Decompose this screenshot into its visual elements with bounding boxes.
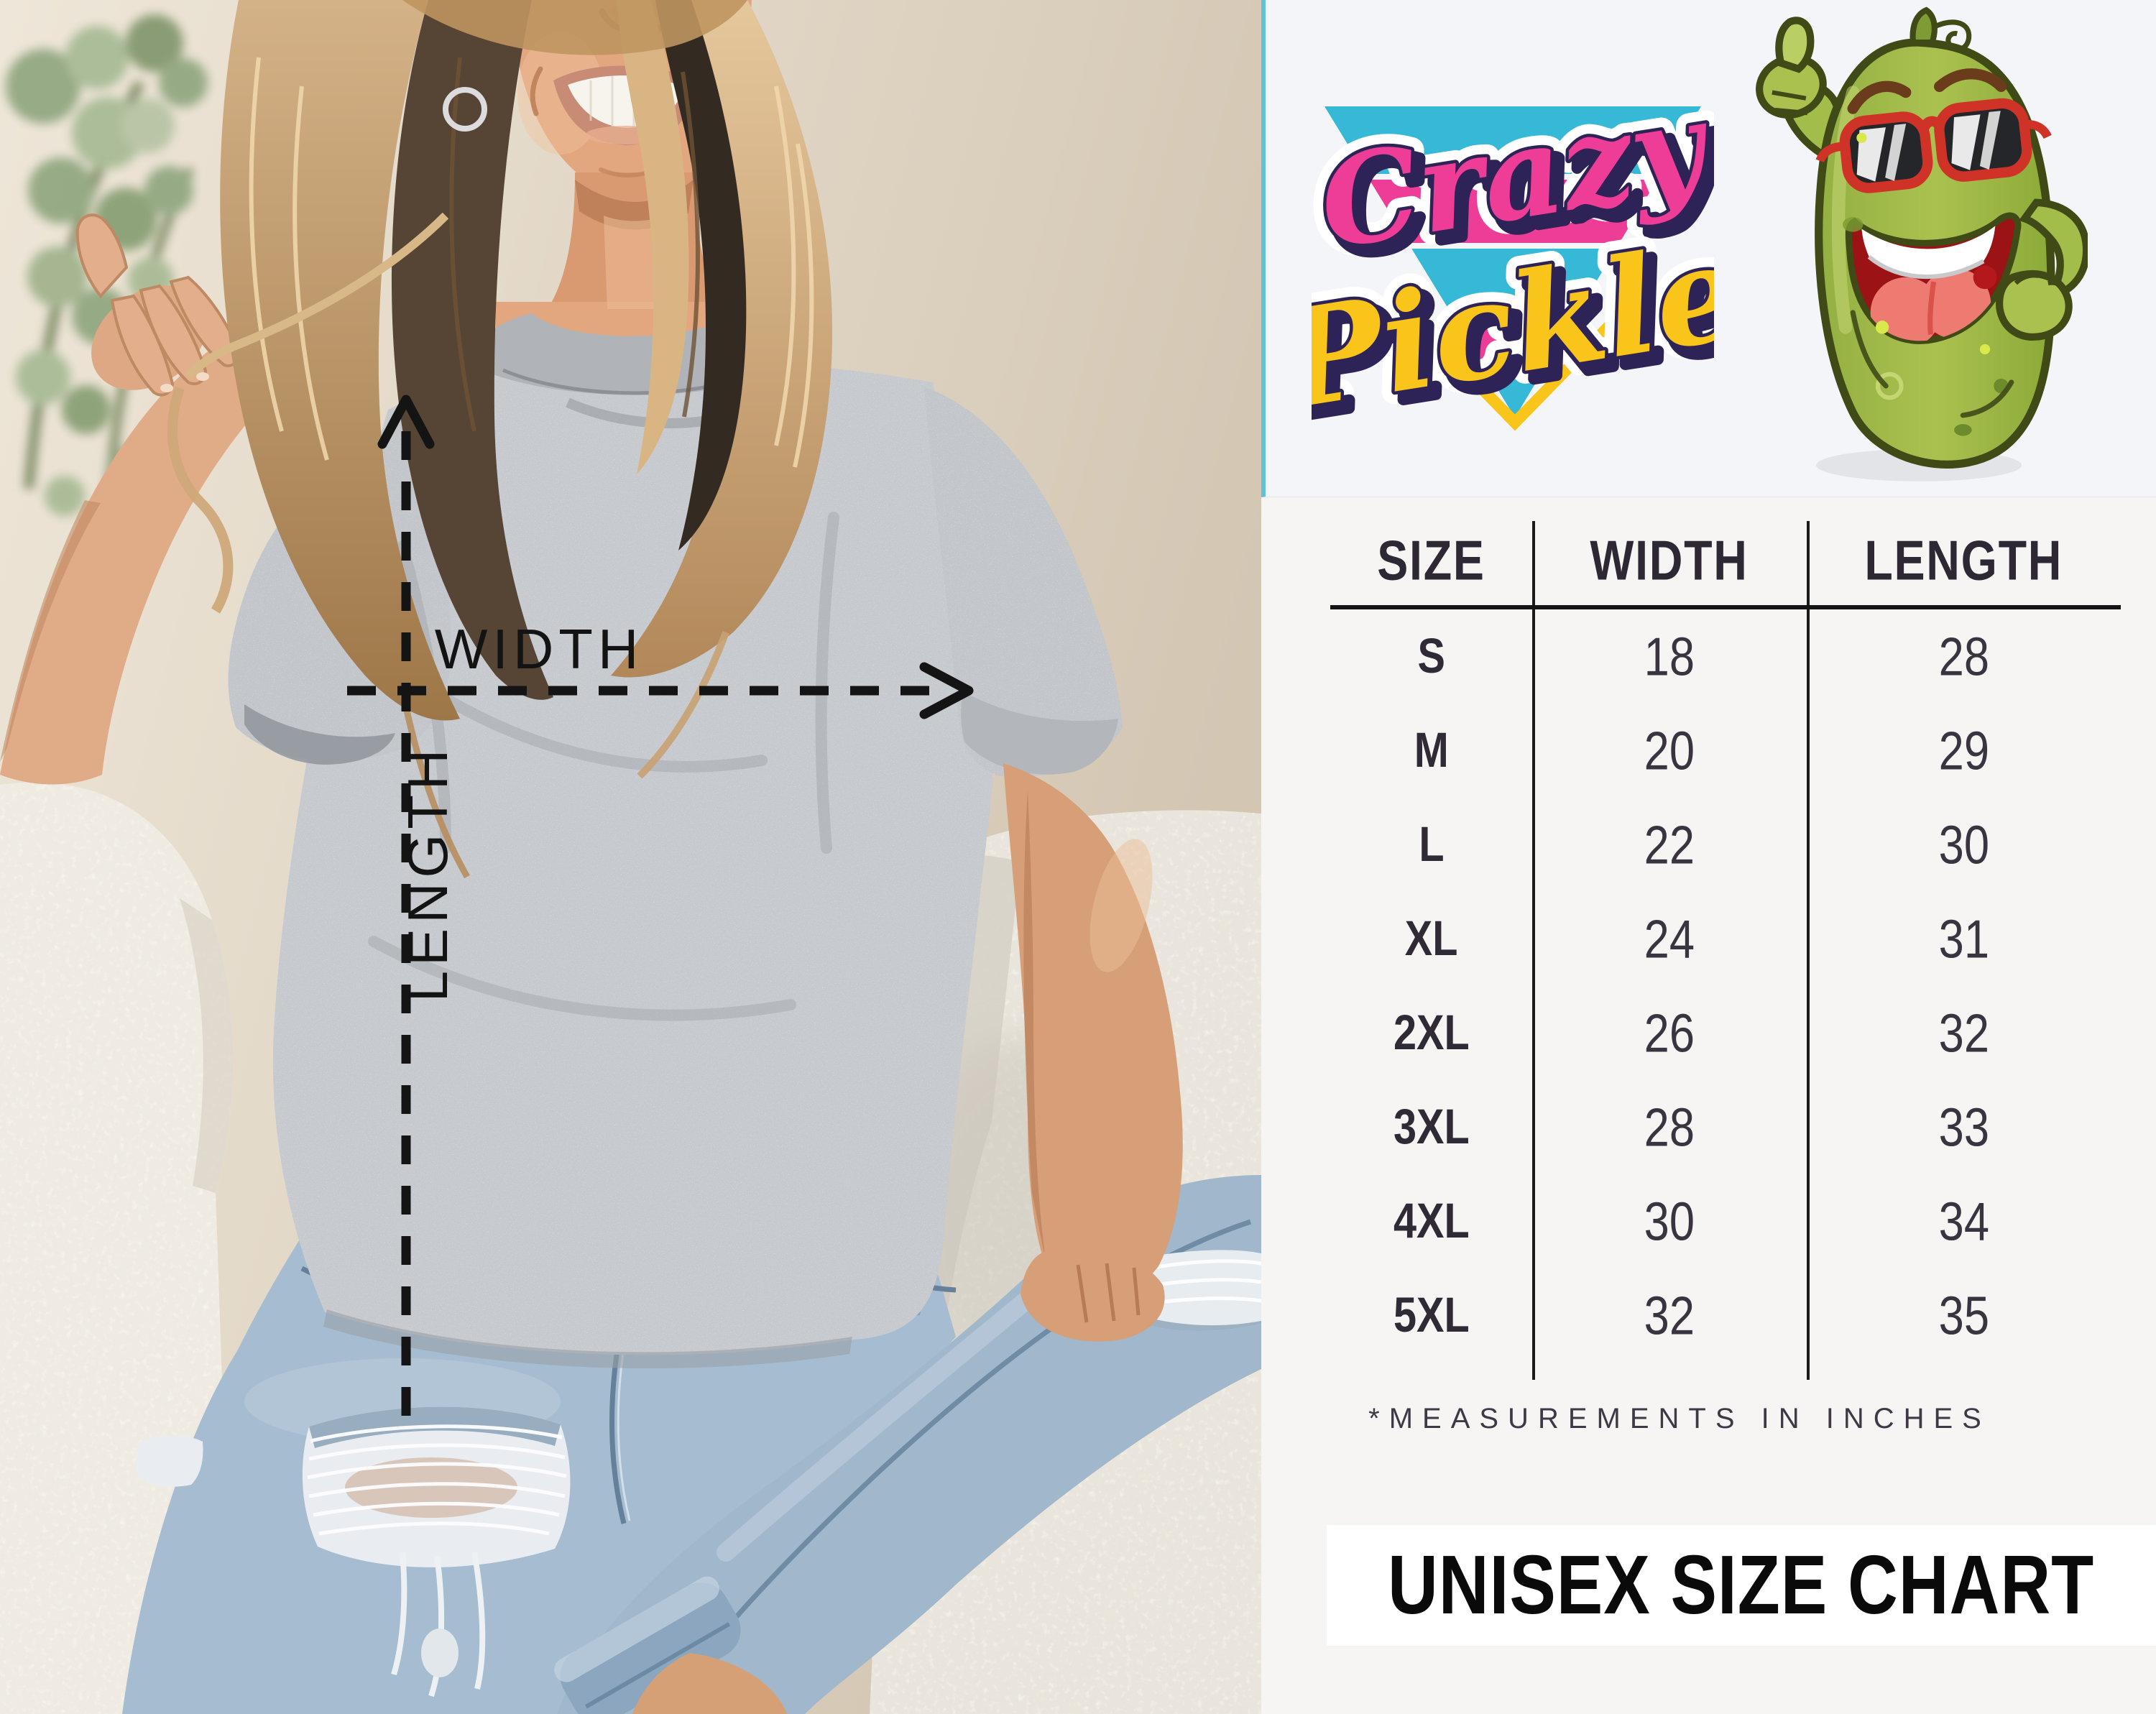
size-cell: 2XL [1393,1005,1470,1061]
size-table-header: SIZE WIDTH LENGTH [1330,519,2121,602]
knee-rip [302,1406,571,1697]
pickle-mascot-illustration [1756,6,2088,482]
raised-arm [0,213,298,785]
size-chart-panel: Crazy Crazy Crazy Pickle Pickle Pickle [1261,0,2156,1714]
ankle-skin [632,1653,787,1714]
width-cell: 32 [1644,1285,1695,1346]
size-cell: XL [1404,911,1458,967]
table-row: L 22 30 [1330,798,2121,892]
width-cell: 30 [1644,1191,1695,1252]
left-forearm [1003,763,1183,1342]
size-cell: 5XL [1393,1288,1470,1343]
length-cell: 33 [1938,1097,1989,1158]
size-table-body: S 18 28 M 20 29 L 22 30 XL 24 31 2XL 26 [1330,609,2121,1363]
size-cell: L [1418,817,1445,872]
measurement-arrows: WIDTH LENGTH [347,395,974,1432]
width-cell: 20 [1644,720,1695,781]
length-cell: 31 [1938,908,1989,969]
thigh-rip [1129,1250,1261,1332]
width-cell: 26 [1644,1003,1695,1064]
length-cell: 29 [1938,720,1989,781]
size-cell: S [1417,629,1445,684]
width-cell: 18 [1644,626,1695,687]
length-cell: 35 [1938,1285,1989,1346]
table-row: 5XL 32 35 [1330,1268,2121,1363]
size-chart-title-box: UNISEX SIZE CHART [1327,1525,2156,1646]
table-row: 3XL 28 33 [1330,1080,2121,1174]
width-cell: 28 [1644,1097,1695,1158]
size-chart-title: UNISEX SIZE CHART [1388,1538,2095,1632]
couch-armrest-shade [180,898,234,1193]
table-column-divider-1 [1532,521,1535,1380]
column-header-size: SIZE [1377,529,1485,592]
length-cell: 34 [1938,1191,1989,1252]
column-header-width: WIDTH [1590,529,1749,592]
eucalyptus-plant [6,14,208,518]
width-label: WIDTH [435,617,644,681]
hip-arm [1996,198,2088,341]
length-label: LENGTH [396,745,459,1002]
size-cell: 3XL [1393,1100,1470,1155]
model-photo-illustration: WIDTH LENGTH [0,0,1261,1714]
length-cell: 30 [1938,814,1989,875]
measurements-note: *MEASUREMENTS IN INCHES [1368,1403,1991,1434]
table-row: S 18 28 [1330,609,2121,704]
table-row: 4XL 30 34 [1330,1174,2121,1268]
length-cell: 28 [1938,626,1989,687]
length-cell: 32 [1938,1003,1989,1064]
table-row: M 20 29 [1330,704,2121,798]
brand-logo: Crazy Crazy Crazy Pickle Pickle Pickle [1312,59,1714,453]
hair [167,0,833,879]
column-header-length: LENGTH [1864,529,2063,592]
table-column-divider-2 [1807,521,1810,1380]
width-cell: 24 [1644,908,1695,969]
size-cell: M [1414,723,1449,778]
mouth [1845,212,2022,344]
width-cell: 22 [1644,814,1695,875]
table-row: XL 24 31 [1330,892,2121,986]
size-cell: 4XL [1393,1194,1470,1249]
brand-header: Crazy Crazy Crazy Pickle Pickle Pickle [1261,0,2156,497]
table-header-rule [1330,605,2121,609]
hoop-earring [443,87,487,132]
table-row: 2XL 26 32 [1330,986,2121,1080]
pickle-spots [1842,132,2014,436]
